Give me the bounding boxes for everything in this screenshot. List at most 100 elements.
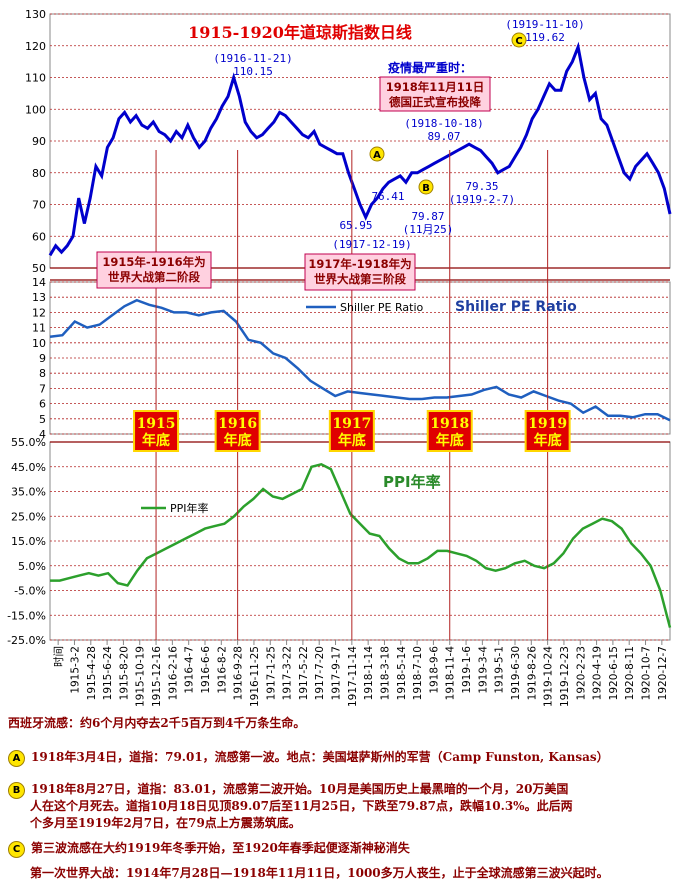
x-tick-label: 1918-7-10 bbox=[412, 646, 424, 700]
x-tick-label: 1916-2-16 bbox=[167, 646, 179, 701]
annotation-b-low2: 79.87 (11月25) bbox=[403, 210, 454, 236]
pandemic-title: 疫情最严重时： bbox=[388, 60, 472, 75]
x-tick-label: 1918-1-14 bbox=[363, 646, 375, 701]
x-tick-label: 1920-10-7 bbox=[641, 646, 653, 700]
x-tick-label: 1919-10-24 bbox=[543, 646, 555, 707]
y-tick-label: 15.0% bbox=[11, 535, 46, 548]
y-tick-label: 5.0% bbox=[18, 560, 46, 573]
x-tick-label: 1916-4-7 bbox=[184, 646, 196, 694]
y-tick-label: 4 bbox=[39, 428, 46, 441]
x-tick-label: 1917-3-22 bbox=[282, 646, 294, 700]
y-tick-label: 25.0% bbox=[11, 510, 46, 523]
year-end-label: 1916 年底 bbox=[218, 416, 257, 449]
year-end-label: 1918 年底 bbox=[430, 416, 469, 449]
y-tick-label: -25.0% bbox=[7, 634, 46, 647]
x-tick-label: 1917-11-14 bbox=[347, 646, 359, 707]
y-tick-label: 13 bbox=[32, 291, 46, 304]
pe-legend-label: Shiller PE Ratio bbox=[340, 301, 424, 314]
x-tick-label: 1919-8-26 bbox=[526, 646, 538, 701]
y-tick-label: 110 bbox=[25, 72, 46, 85]
chart-title: 1915-1920年道琼斯指数日线 bbox=[188, 23, 412, 42]
x-tick-label: 1917-9-17 bbox=[331, 646, 343, 700]
year-end-label: 1919 年底 bbox=[528, 416, 567, 449]
note-b-line3: 个多月至1919年2月7日，在79点上方震荡筑底。 bbox=[30, 816, 301, 830]
y-tick-label: 55.0% bbox=[11, 436, 46, 449]
marker-c-icon bbox=[511, 32, 527, 48]
phase2-text: 1915年-1916年为世界大战第二阶段 bbox=[102, 255, 205, 284]
x-tick-label: 1920-12-7 bbox=[657, 646, 669, 700]
annotation-low-1917: 65.95 bbox=[339, 219, 372, 232]
phase2-box bbox=[96, 251, 212, 289]
year-end-badge bbox=[426, 410, 473, 452]
badge-c-icon: C bbox=[8, 841, 25, 858]
y-tick-label: 35.0% bbox=[11, 486, 46, 499]
x-tick-label: 1920-8-11 bbox=[624, 646, 636, 700]
y-tick-label: 6 bbox=[39, 398, 46, 411]
phase3-box bbox=[304, 253, 416, 291]
note-a: A 1918年3月4日，道指：79.01，流感第一波。地点：美国堪萨斯州的军营（C… bbox=[8, 749, 609, 767]
x-tick-label: 时间 bbox=[52, 646, 65, 667]
y-tick-label: 11 bbox=[32, 322, 46, 335]
y-tick-label: 50 bbox=[32, 262, 46, 275]
x-tick-label: 1919-1-6 bbox=[461, 646, 473, 694]
note-a-text: 1918年3月4日，道指：79.01，流感第一波。地点：美国堪萨斯州的军营（Ca… bbox=[31, 750, 609, 764]
note-b-line2: 人在这个月死去。道指10月18日见顶89.07后至11月25日，下跌至79.87… bbox=[30, 799, 573, 813]
note-ww1: 第一次世界大战：1914年7月28日—1918年11月11日，1000多万人丧生… bbox=[30, 866, 609, 880]
x-tick-label: 1915-3-2 bbox=[69, 646, 81, 694]
x-tick-label: 1919-5-1 bbox=[494, 646, 506, 694]
marker-b-label: B bbox=[422, 183, 430, 194]
armistice-box bbox=[379, 76, 491, 112]
y-tick-label: -5.0% bbox=[14, 585, 46, 598]
y-tick-label: 10 bbox=[32, 337, 46, 350]
y-tick-label: 14 bbox=[32, 276, 46, 289]
x-tick-label: 1917-1-25 bbox=[265, 646, 277, 700]
note-c: C 第三波流感在大约1919年冬季开始，至1920年春季起便逐渐神秘消失 bbox=[8, 840, 410, 858]
annotation-low-1917-date: (1917-12-19) bbox=[332, 238, 411, 251]
note-intro: 西班牙流感：约6个月内夺去2千5百万到4千万条生命。 bbox=[8, 716, 306, 730]
x-tick-label: 1920-2-23 bbox=[575, 646, 587, 700]
y-tick-label: 80 bbox=[32, 167, 46, 180]
marker-c-label: C bbox=[515, 36, 522, 47]
year-end-badge bbox=[133, 410, 180, 452]
x-tick-label: 1915-12-16 bbox=[151, 646, 163, 707]
x-tick-label: 1918-5-14 bbox=[396, 646, 408, 701]
y-tick-label: 45.0% bbox=[11, 461, 46, 474]
y-tick-label: 12 bbox=[32, 306, 46, 319]
annotation-peak-1919: (1919-11-10) 119.62 bbox=[505, 18, 584, 44]
x-tick-label: 1915-10-19 bbox=[135, 646, 147, 707]
series-line-djia-0 bbox=[48, 41, 672, 257]
y-tick-label: 60 bbox=[32, 230, 46, 243]
note-c-text: 第三波流感在大约1919年冬季开始，至1920年春季起便逐渐神秘消失 bbox=[31, 841, 410, 855]
x-tick-label: 1919-3-4 bbox=[477, 646, 489, 694]
year-end-label: 1915 年底 bbox=[137, 416, 176, 449]
x-tick-label: 1917-7-20 bbox=[314, 646, 326, 700]
x-tick-label: 1917-5-22 bbox=[298, 646, 310, 700]
year-end-badge bbox=[214, 410, 261, 452]
annotation-peak-1916: (1916-11-21) 110.15 bbox=[213, 52, 292, 78]
y-tick-label: 70 bbox=[32, 199, 46, 212]
x-tick-label: 1915-4-28 bbox=[86, 646, 98, 700]
series-line-pe-0 bbox=[49, 298, 671, 422]
armistice-text: 1918年11月11日德国正式宣布投降 bbox=[386, 80, 485, 109]
year-end-label: 1917 年底 bbox=[332, 416, 371, 449]
y-tick-label: 100 bbox=[25, 103, 46, 116]
x-tick-label: 1918-3-18 bbox=[379, 646, 391, 700]
y-tick-label: -15.0% bbox=[7, 609, 46, 622]
y-tick-label: 5 bbox=[39, 413, 46, 426]
series-line-ppi-0 bbox=[50, 462, 672, 628]
annotation-peak-1918: (1918-10-18) 89.07 bbox=[404, 117, 483, 143]
x-tick-label: 1919-6-30 bbox=[510, 646, 522, 700]
x-tick-label: 1918-9-6 bbox=[428, 646, 440, 694]
annotation-a-value: 76.41 bbox=[371, 190, 404, 203]
year-end-badge bbox=[524, 410, 571, 452]
x-tick-label: 1915-6-24 bbox=[102, 646, 114, 701]
annotation-b-low: 79.35 (1919-2-7) bbox=[449, 180, 515, 206]
x-tick-label: 1916-8-2 bbox=[216, 646, 228, 694]
y-tick-label: 130 bbox=[25, 8, 46, 21]
x-tick-label: 1916-9-28 bbox=[233, 646, 245, 700]
y-tick-label: 7 bbox=[39, 382, 46, 395]
ppi-legend-label: PPI年率 bbox=[170, 501, 209, 515]
note-b: B 1918年8月27日，道指：83.01，流感第二波开始。10月是美国历史上最黑… bbox=[8, 781, 568, 799]
x-tick-label: 1920-6-15 bbox=[608, 646, 620, 700]
phase3-text: 1917年-1918年为世界大战第三阶段 bbox=[308, 257, 411, 286]
